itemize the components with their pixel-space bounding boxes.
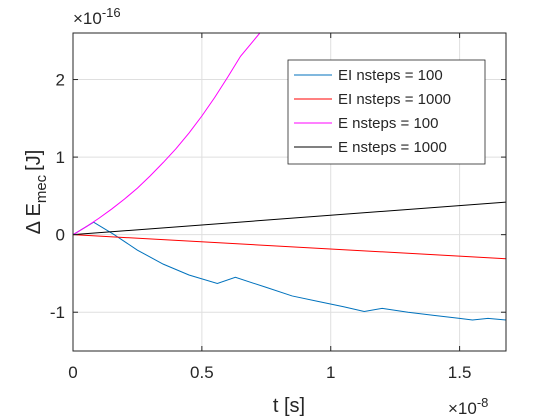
series-lines (73, 33, 506, 321)
x-tick-label: 0.5 (190, 363, 214, 382)
series-line-1 (73, 221, 506, 321)
y-tick-label: 0 (56, 226, 65, 245)
y-tick-label: 1 (56, 148, 65, 167)
series-line-3 (73, 33, 261, 236)
axis-ticks: 0 0.5 1 1.5 -1 0 1 2 (50, 33, 506, 382)
y-axis-label: Δ Emec [J] (23, 150, 50, 235)
legend-label-1: EI nsteps = 100 (338, 67, 443, 84)
x-tick-label: 1.5 (448, 363, 472, 382)
y-multiplier: ×10-16 (73, 5, 121, 28)
y-tick-label: 2 (56, 71, 65, 90)
plot-box (72, 32, 507, 352)
series-line-2 (73, 234, 506, 260)
x-tick-label: 0 (68, 363, 77, 382)
y-axis-label-subscript: mec (33, 174, 50, 203)
legend-label-3: E nsteps = 100 (338, 115, 439, 132)
x-exponent: -8 (477, 395, 489, 410)
x-axis-label: t [s] (273, 395, 305, 417)
legend-label-2: EI nsteps = 1000 (338, 91, 451, 108)
legend: EI nsteps = 100 EI nsteps = 1000 E nsteps … (287, 59, 486, 165)
x-tick-label: 1 (326, 363, 335, 382)
y-tick-label: -1 (50, 303, 65, 322)
x-multiplier: ×10-8 (448, 395, 488, 418)
y-axis-label-main: Δ E (23, 203, 45, 234)
legend-label-4: E nsteps = 1000 (338, 139, 447, 156)
y-axis-label-unit: [J] (23, 150, 45, 171)
y-exponent: -16 (102, 5, 121, 20)
series-line-4 (73, 201, 506, 236)
